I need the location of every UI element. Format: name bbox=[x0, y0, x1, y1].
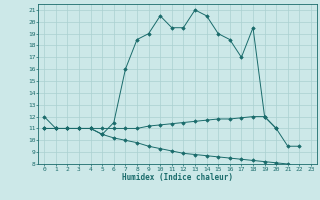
X-axis label: Humidex (Indice chaleur): Humidex (Indice chaleur) bbox=[122, 173, 233, 182]
